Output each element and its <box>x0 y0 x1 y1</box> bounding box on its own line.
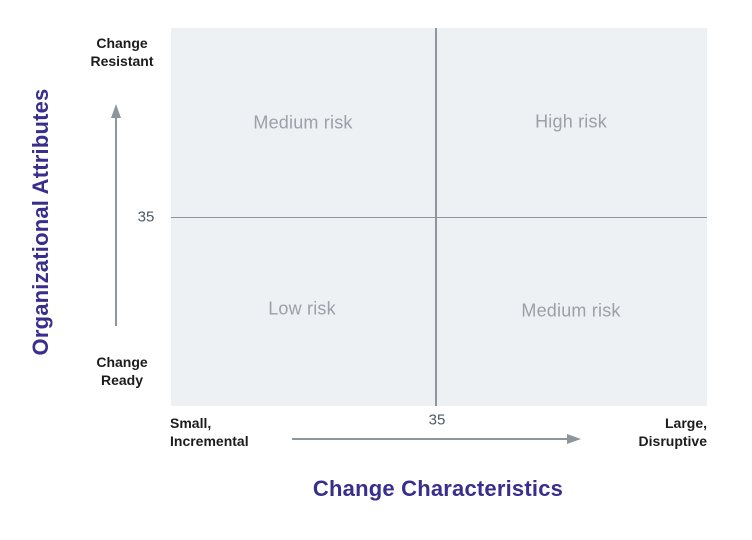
y-axis-max-label: Change Resistant <box>90 35 154 69</box>
x-axis-min-label: Small, Incremental <box>170 415 249 449</box>
quadrant-label-top-right: High risk <box>535 111 607 132</box>
quadrant-label-top-left: Medium risk <box>253 112 353 133</box>
right-arrow-icon <box>292 434 581 444</box>
x-axis-threshold-tick: 35 <box>428 411 446 429</box>
y-axis-min-label: Change Ready <box>96 354 148 388</box>
quadrant-label-bottom-right: Medium risk <box>521 300 621 321</box>
quadrant-label-bottom-left: Low risk <box>268 298 336 319</box>
x-axis-title: Change Characteristics <box>312 476 564 501</box>
x-axis-max-label: Large, Disruptive <box>638 415 707 449</box>
y-axis-threshold-tick: 35 <box>137 208 155 226</box>
horizontal-divider-line <box>171 216 707 218</box>
y-axis-title: Organizational Attributes <box>28 88 53 356</box>
up-arrow-icon <box>111 104 121 326</box>
